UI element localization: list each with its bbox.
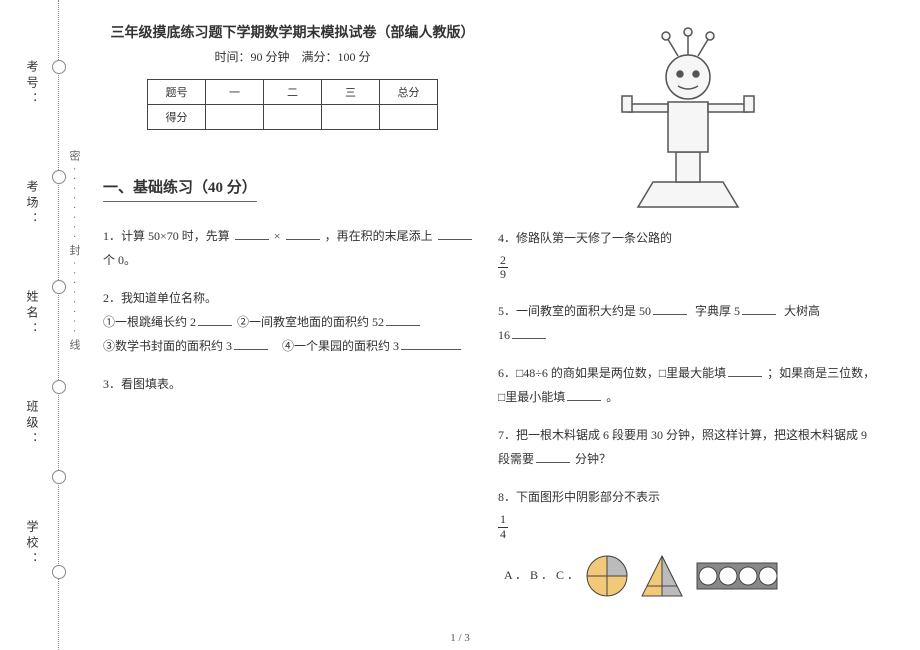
side-label-name: 姓名： — [24, 290, 41, 338]
time-label: 时间：90 分钟 — [214, 50, 289, 64]
q2-stem: 2．我知道单位名称。 — [103, 286, 482, 310]
score-h0: 题号 — [148, 80, 206, 105]
q5-c: 大树高 — [784, 304, 820, 318]
q2-l2a: ③数学书封面的面积约 3 — [103, 339, 232, 353]
question-3: 3．看图填表。 — [103, 372, 482, 396]
q1-d: 个 0。 — [103, 253, 136, 267]
q5-blank1 — [653, 314, 687, 315]
score-blank-2 — [264, 105, 322, 130]
page-footer: 1 / 3 — [0, 632, 920, 644]
q5-blank3 — [512, 338, 546, 339]
q2-blank4 — [401, 349, 461, 350]
q1-blank3 — [438, 239, 472, 240]
question-7: 7．把一根木料锯成 6 段要用 30 分钟，照这样计算，把这根木料锯成 9 段需… — [498, 423, 877, 471]
binding-circle — [52, 280, 66, 294]
q6-a: 6．□48÷6 的商如果是两位数，□里最大能填 — [498, 366, 726, 380]
score-row-header: 题号 一 二 三 总分 — [148, 80, 438, 105]
score-row2-head: 得分 — [148, 105, 206, 130]
q5-d: 16 — [498, 328, 510, 342]
section-1-heading: 一、基础练习（40 分） — [103, 176, 257, 202]
column-left: 三年级摸底练习题下学期数学期末模拟试卷（部编人教版） 时间：90 分钟 满分：1… — [95, 22, 490, 632]
score-h1: 一 — [206, 80, 264, 105]
q8-choices: A ． B ． C ． — [498, 551, 877, 601]
question-8: 8．下面图形中阴影部分不表示 1 4 A ． B ． C ． — [498, 485, 877, 600]
q4-num: 2 — [498, 254, 508, 268]
question-4: 4．修路队第一天修了一条公路的 2 9 — [498, 226, 877, 285]
exam-title: 三年级摸底练习题下学期数学期末模拟试卷（部编人教版） — [103, 22, 482, 42]
side-label-room: 考场： — [24, 180, 41, 228]
q2-blank3 — [234, 349, 268, 350]
q1-blank1 — [235, 239, 269, 240]
question-2: 2．我知道单位名称。 ①一根跳绳长约 2 ②一间教室地面的面积约 52 ③数学书… — [103, 286, 482, 358]
q7-b: 分钟？ — [575, 452, 611, 466]
side-label-class: 班级： — [24, 400, 41, 448]
full-score-label: 满分：100 分 — [302, 50, 371, 64]
q4-den: 9 — [498, 268, 508, 281]
side-label-exam-number: 考号： — [24, 60, 41, 108]
binding-side-labels: 考号： 考场： 姓名： 班级： 学校： — [20, 0, 44, 650]
q8-num: 1 — [498, 513, 508, 527]
q4-fraction: 2 9 — [498, 254, 508, 281]
score-h4: 总分 — [380, 80, 438, 105]
page-content: 三年级摸底练习题下学期数学期末模拟试卷（部编人教版） 时间：90 分钟 满分：1… — [95, 22, 905, 632]
binding-circle — [52, 380, 66, 394]
q5-a: 5．一间教室的面积大约是 50 — [498, 304, 651, 318]
q8-fraction: 1 4 — [498, 513, 508, 540]
binding-circle — [52, 565, 66, 579]
score-row-values: 得分 — [148, 105, 438, 130]
q5-b: 字典厚 5 — [695, 304, 740, 318]
question-5: 5．一间教室的面积大约是 50 字典厚 5 大树高 16 — [498, 299, 877, 347]
question-6: 6．□48÷6 的商如果是两位数，□里最大能填 ；如果商是三位数，□里最小能填 … — [498, 361, 877, 409]
q2-l2b: ④一个果园的面积约 3 — [282, 339, 399, 353]
q1-a: 1．计算 50×70 时，先算 — [103, 229, 230, 243]
q6-blank1 — [728, 376, 762, 377]
q4-text: 4．修路队第一天修了一条公路的 — [498, 231, 672, 245]
q6-blank2 — [567, 400, 601, 401]
q2-l1b: ②一间教室地面的面积约 52 — [237, 315, 384, 329]
binding-line — [58, 0, 59, 650]
binding-circle — [52, 60, 66, 74]
q7-a: 7．把一根木料锯成 6 段要用 30 分钟，照这样计算，把这根木料锯成 9 段需… — [498, 428, 867, 466]
score-table: 题号 一 二 三 总分 得分 — [147, 79, 438, 130]
q1-b: × — [274, 229, 281, 243]
robot-figure — [608, 22, 768, 216]
q1-c: ，再在积的末尾添上 — [325, 229, 433, 243]
binding-circle — [52, 470, 66, 484]
q2-l1a: ①一根跳绳长约 2 — [103, 315, 196, 329]
q2-blank2 — [386, 325, 420, 326]
column-right: 4．修路队第一天修了一条公路的 2 9 5．一间教室的面积大约是 50 字典厚 … — [490, 22, 885, 632]
q1-blank2 — [286, 239, 320, 240]
score-blank-total — [380, 105, 438, 130]
q2-blank1 — [198, 325, 232, 326]
seal-line-text: 密········封········线 — [66, 150, 82, 356]
exam-subtitle: 时间：90 分钟 满分：100 分 — [103, 48, 482, 65]
question-1: 1．计算 50×70 时，先算 × ，再在积的末尾添上 个 0。 — [103, 224, 482, 272]
score-h2: 二 — [264, 80, 322, 105]
score-h3: 三 — [322, 80, 380, 105]
q5-blank2 — [742, 314, 776, 315]
q8-text: 8．下面图形中阴影部分不表示 — [498, 485, 877, 509]
score-blank-3 — [322, 105, 380, 130]
q8-den: 4 — [498, 528, 508, 541]
score-blank-1 — [206, 105, 264, 130]
q6-c: 。 — [606, 390, 618, 404]
side-label-school: 学校： — [24, 520, 41, 568]
q8-opts: A ． B ． C ． — [504, 568, 579, 582]
q7-blank — [536, 462, 570, 463]
binding-circle — [52, 170, 66, 184]
